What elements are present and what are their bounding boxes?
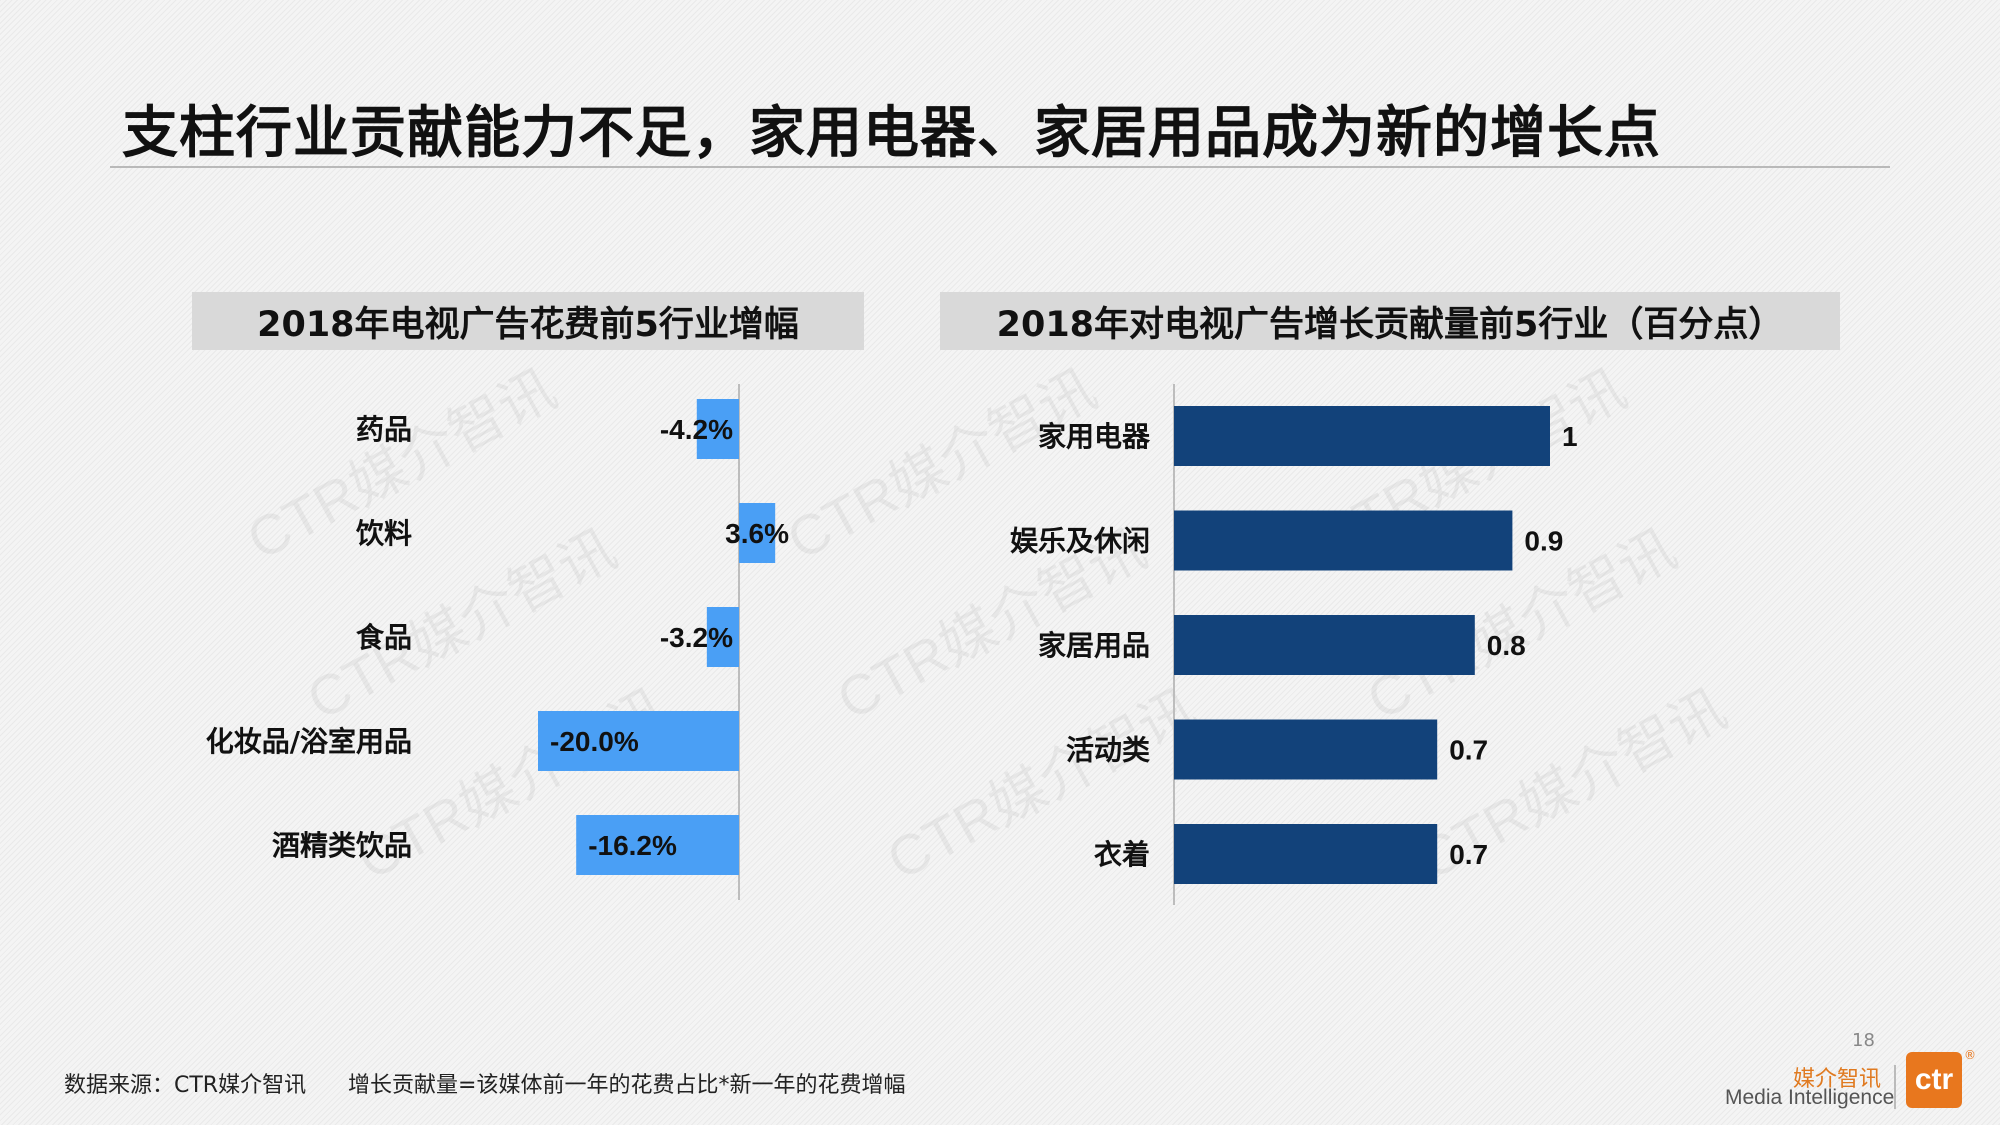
value-label: 0.7 [1449, 735, 1488, 766]
category-label: 药品 [356, 413, 412, 446]
contribution-bar [1174, 406, 1550, 466]
growth-bar [706, 607, 739, 667]
growth-bar [538, 711, 739, 771]
left-chart-title: 2018年电视广告花费前5行业增幅 [192, 292, 864, 350]
category-label: 娱乐及休闲 [1010, 525, 1150, 558]
value-label: 0.9 [1524, 526, 1563, 557]
value-label: -4.2% [660, 414, 733, 445]
value-label: 1 [1562, 421, 1578, 452]
category-label: 食品 [356, 621, 412, 654]
slide-title: 支柱行业贡献能力不足，家用电器、家居用品成为新的增长点 [122, 101, 1661, 166]
footer-note: 数据来源：CTR媒介智讯 增长贡献量=该媒体前一年的花费占比*新一年的花费增幅 [64, 1073, 906, 1098]
growth-bar [739, 503, 776, 563]
logo-english-text: Media Intelligence [1725, 1086, 1895, 1109]
logo-chinese-text: 媒介智讯 [1793, 1067, 1882, 1092]
value-label: -3.2% [660, 622, 733, 653]
contribution-bar [1174, 824, 1438, 884]
category-label: 活动类 [1066, 734, 1150, 767]
contribution-bar [1174, 615, 1475, 675]
value-label: -16.2% [588, 830, 677, 861]
right-chart-title: 2018年对电视广告增长贡献量前5行业（百分点） [940, 292, 1840, 350]
value-label: 0.8 [1487, 630, 1526, 661]
category-label: 化妆品/浴室用品 [206, 725, 412, 758]
growth-bar [576, 815, 739, 875]
growth-bar [696, 399, 739, 459]
category-label: 饮料 [355, 517, 412, 550]
contribution-bar [1174, 510, 1513, 571]
category-label: 家用电器 [1038, 420, 1151, 453]
title-divider [110, 166, 1890, 168]
contribution-bar [1174, 719, 1438, 780]
value-label: -20.0% [550, 726, 639, 757]
logo-divider [1894, 1065, 1896, 1109]
category-label: 酒精类饮品 [272, 829, 412, 862]
page-number: 18 [1852, 1030, 1875, 1051]
category-label: 衣着 [1094, 838, 1150, 871]
category-label: 家居用品 [1038, 629, 1150, 662]
value-label: 0.7 [1449, 839, 1488, 870]
registered-mark: ® [1964, 1048, 1976, 1062]
value-label: 3.6% [725, 518, 789, 549]
ctr-logo: ctr [1906, 1052, 1962, 1108]
